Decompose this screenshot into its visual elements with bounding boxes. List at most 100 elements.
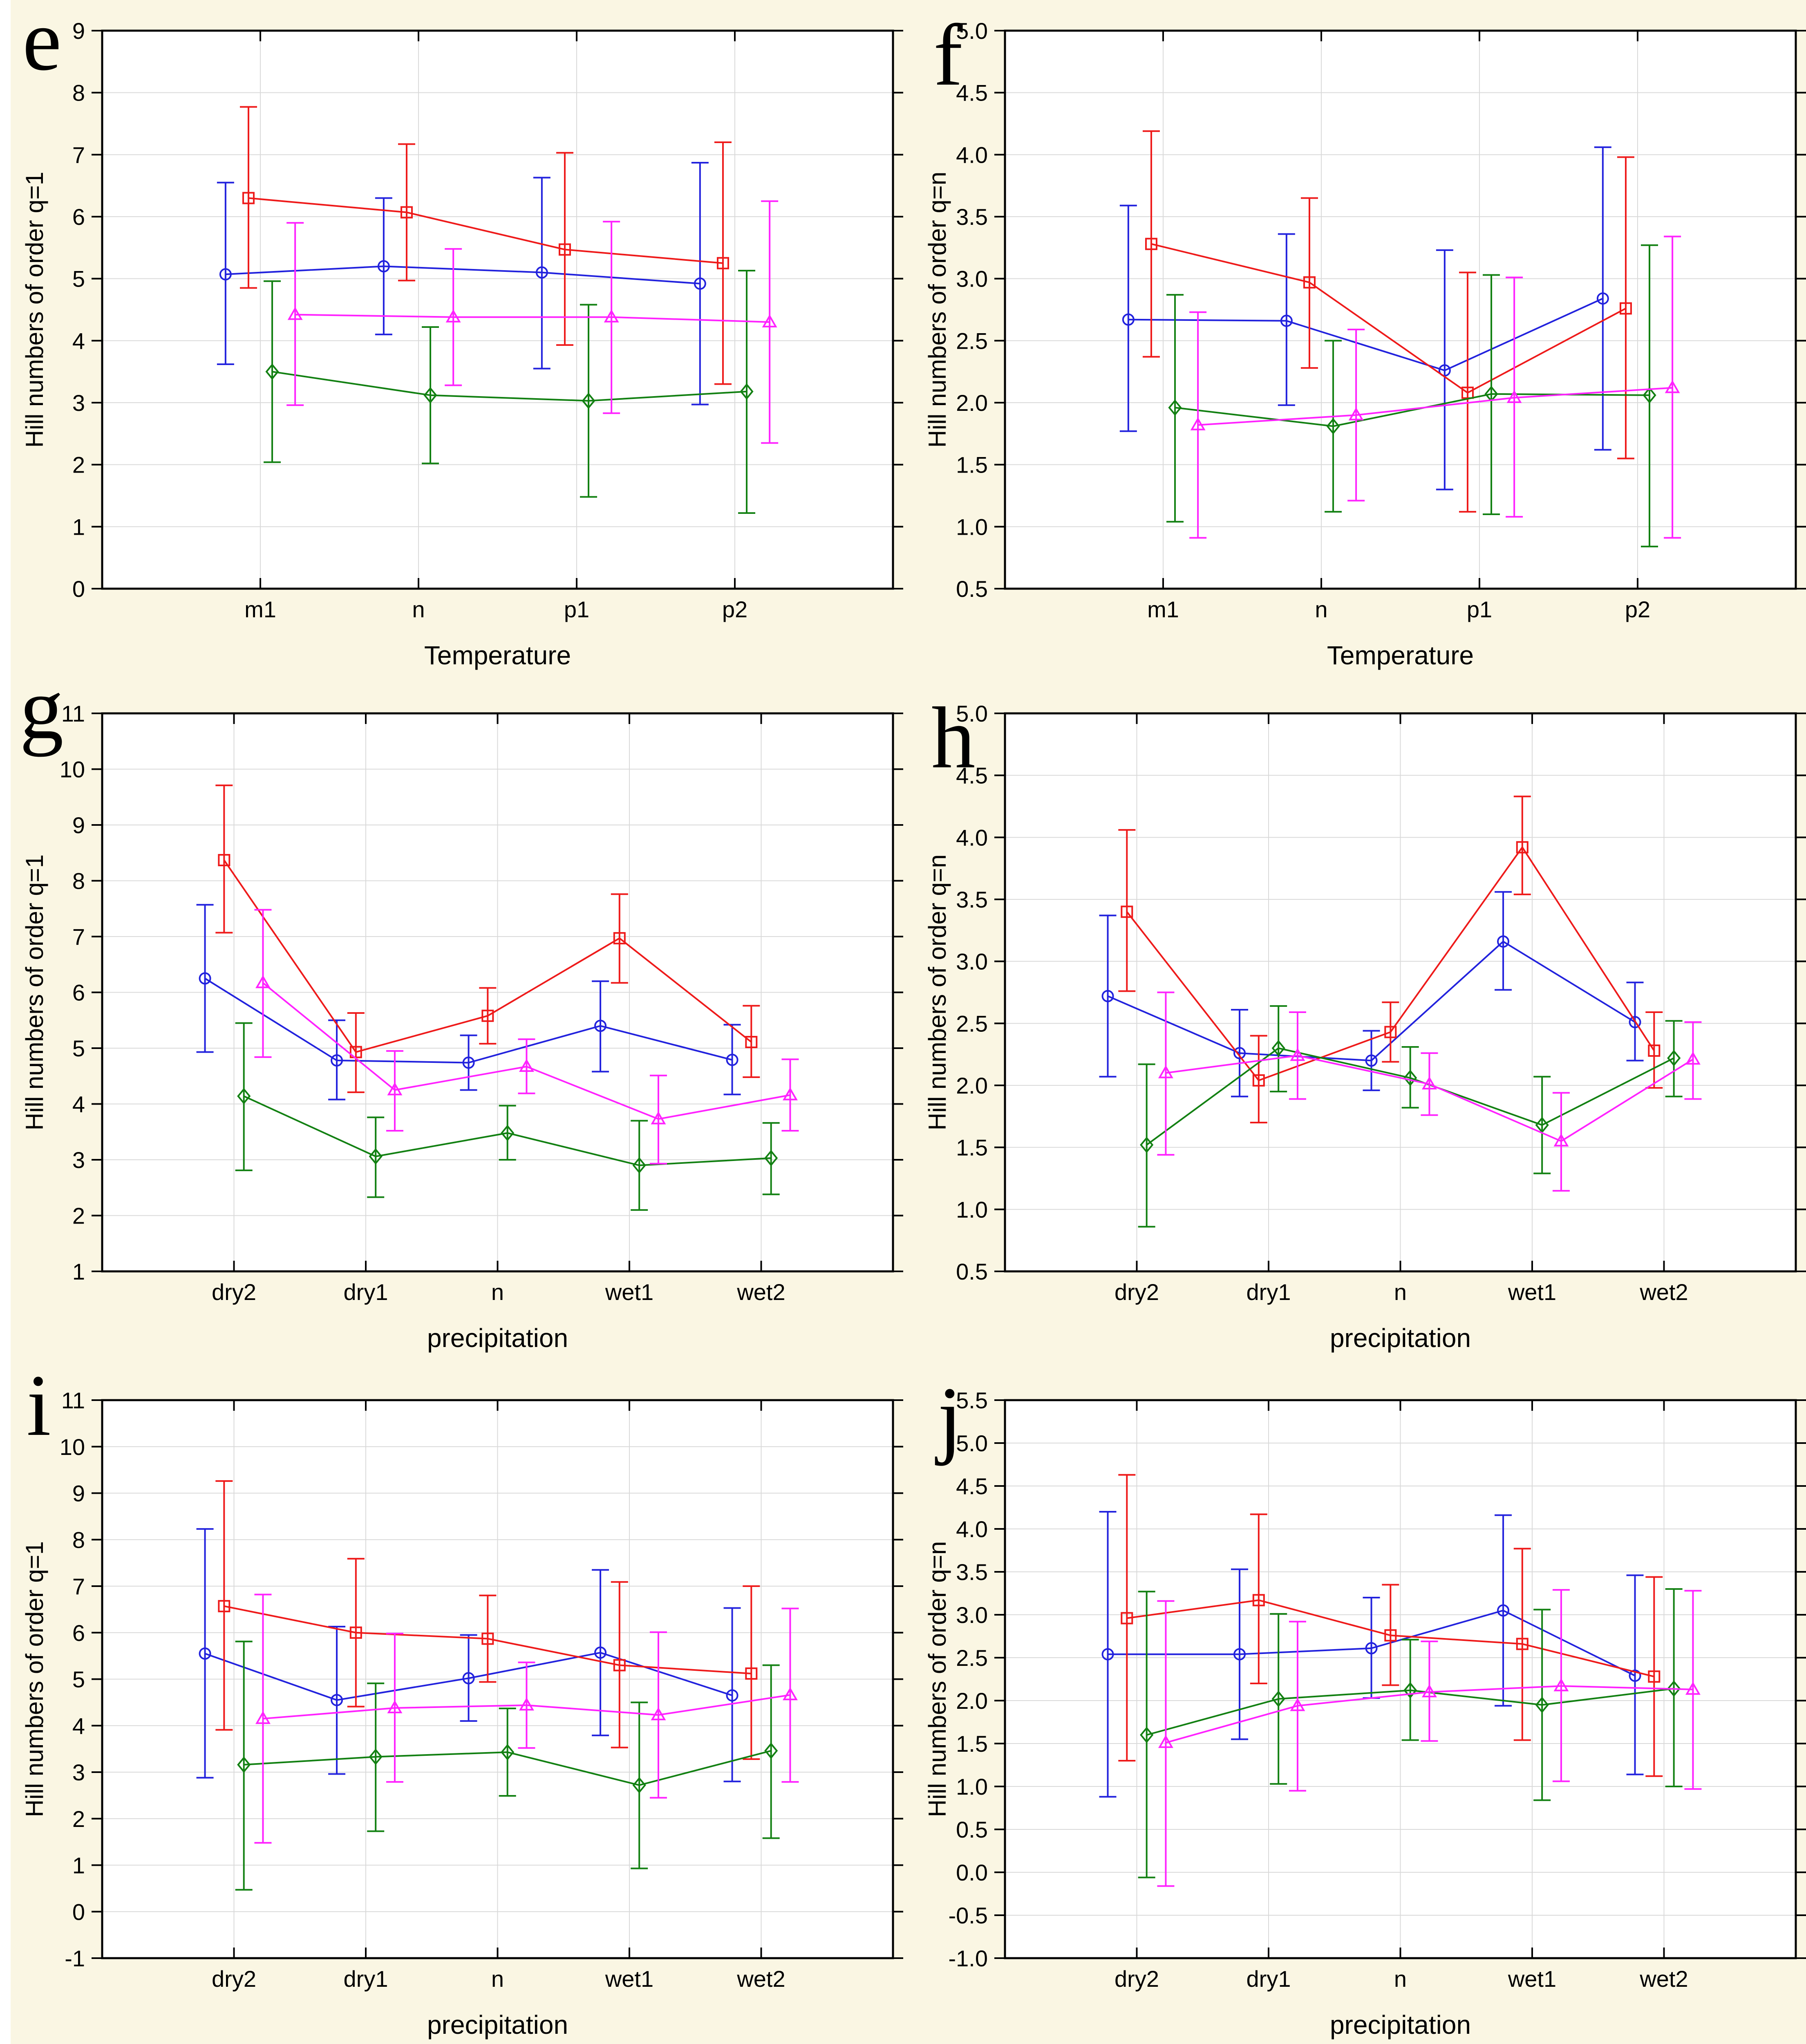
panel-letter: f [933,6,963,104]
y-tick-label: 4.5 [956,80,988,106]
y-tick-label: 1 [72,1259,85,1284]
series-line [262,982,790,1120]
y-tick-label: 2.0 [956,390,988,416]
y-tick-label: 4 [72,328,85,354]
x-tick-label: p2 [1625,596,1650,622]
y-tick-label: -1.0 [949,1945,988,1971]
y-tick-label: 1 [72,1853,85,1878]
error-bars [215,784,760,1093]
series-line [295,314,770,323]
series-line [1108,1609,1636,1676]
open-diamond-markers [237,1088,778,1174]
y-tick-label: 2.0 [956,1073,988,1098]
series-line [1128,298,1603,372]
panel-i: -1 0 1 2 3 4 5 6 7 8 9 10 11 dry2 dry1 n wet1 wet2 precipi… [0,1369,903,2044]
y-tick-label: 0 [72,576,85,602]
y-tick-label: 5.0 [956,18,988,44]
y-tick-label: 4.5 [956,763,988,789]
y-tick-label: 2.5 [956,328,988,354]
chart-i: -1 0 1 2 3 4 5 6 7 8 9 10 11 dry2 dry1 n wet1 wet2 precipi… [21,1369,903,2040]
plot-area [102,31,893,589]
y-tick-label: 2.0 [956,1688,988,1714]
y-tick-label: 0.0 [956,1860,988,1885]
y-tick-label: 8 [72,1527,85,1553]
series-line [244,1750,772,1786]
series-blue-circles [1119,146,1611,491]
y-tick-label: 7 [72,1573,85,1599]
y-tick-label: -0.5 [949,1903,988,1928]
series-line [1198,387,1673,426]
y-tick-label: 3 [72,1759,85,1785]
x-axis-title: Temperature [424,641,571,670]
plot-frame [1004,29,1797,590]
series-line [1126,846,1655,1082]
series-magenta-triangles [1157,991,1702,1192]
open-triangle-up-markers [287,307,777,327]
chart-f: 0.5 1.0 1.5 2.0 2.5 3.0 3.5 4.0 4.5 5.0 m1 n p1 p2 Tem… [924,6,1806,670]
y-tick-label: 9 [72,812,85,838]
open-diamond-markers [1140,1680,1681,1744]
open-triangle-up-markers [255,975,798,1125]
panel-letter: g [20,683,64,757]
x-tick-label: wet2 [736,1966,785,1992]
y-tick-label: -1 [65,1945,85,1971]
x-tick-label: dry1 [344,1966,388,1992]
y-tick-label: 3 [72,1147,85,1173]
series-blue-circles [196,1528,741,1782]
open-square-markers [242,192,729,269]
plot-area [1005,31,1796,589]
y-tick-label: 0.5 [956,1259,988,1284]
y-tick-label: 1.0 [956,1197,988,1222]
chart-e: 0 1 2 3 4 5 6 7 8 9 m1 n p1 p2 Temperature Hill numbers… [21,0,903,670]
y-tick-label: 7 [72,924,85,950]
open-triangle-up-markers [1158,1048,1701,1147]
series-red-squares [1118,1474,1663,1777]
panel-letter: i [27,1369,51,1454]
y-tick-label: 2 [72,452,85,478]
open-diamond-markers [237,1742,778,1793]
y-tick-label: 8 [72,80,85,106]
x-tick-label: wet1 [605,1966,653,1992]
series-magenta-triangles [254,909,799,1165]
y-tick-label: 4.5 [956,1473,988,1499]
open-circle-markers [1122,292,1609,377]
plot-frame [1004,1399,1797,1959]
open-circle-markers [219,260,706,290]
x-axis-title: precipitation [1330,1323,1471,1353]
open-circle-markers [1101,1604,1641,1682]
error-bars [196,1528,741,1782]
y-tick-label: 9 [72,18,85,44]
x-tick-label: n [1315,596,1327,622]
plot-frame [101,1399,894,1959]
x-tick-label: wet2 [1639,1966,1688,1992]
y-tick-label: 1.5 [956,1731,988,1757]
series-line [1107,940,1636,1062]
x-tick-label: wet1 [1508,1279,1556,1305]
error-bars [1118,796,1663,1123]
x-axis-title: precipitation [427,1323,568,1353]
series-line [204,977,733,1064]
panel-e: 0 1 2 3 4 5 6 7 8 9 m1 n p1 p2 Temperature Hill numbers… [0,0,903,685]
x-tick-label: wet2 [1639,1279,1688,1305]
x-tick-label: dry2 [1114,1279,1159,1305]
y-tick-label: 1.0 [956,514,988,540]
series-line [224,1605,752,1674]
series-line [272,371,747,402]
y-tick-label: 5 [72,1667,85,1692]
chart-g: 1 2 3 4 5 6 7 8 9 10 11 dry2 dry1 n wet1 wet2 precipitat… [20,683,903,1353]
series-red-squares [215,784,760,1093]
series-line [1166,1055,1694,1142]
y-tick-label: 0.5 [956,1817,988,1842]
series-line [1127,1599,1654,1678]
x-tick-label: n [412,596,425,622]
x-tick-label: wet1 [605,1279,653,1305]
panel-g: 1 2 3 4 5 6 7 8 9 10 11 dry2 dry1 n wet1 wet2 precipitat… [0,683,903,1368]
y-tick-label: 10 [60,757,85,782]
y-tick-label: 1.5 [956,1135,988,1161]
y-tick-label: 4.0 [956,1516,988,1542]
open-square-markers [1121,1594,1661,1683]
x-tick-label: n [491,1279,504,1305]
y-tick-label: 5 [72,266,85,292]
x-tick-label: dry1 [344,1279,388,1305]
